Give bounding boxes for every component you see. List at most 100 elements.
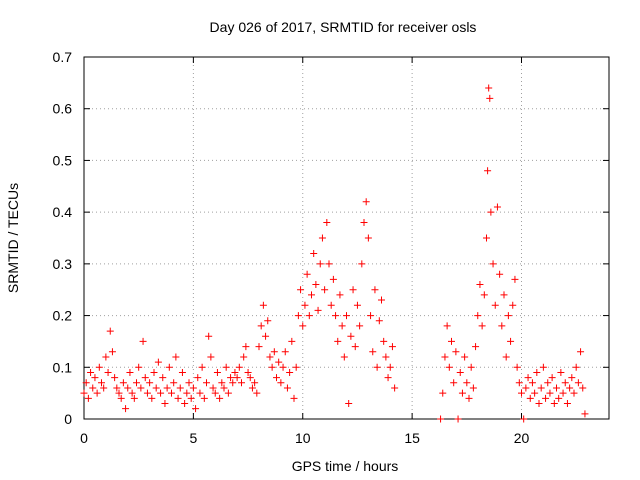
data-point [456,368,464,376]
data-point [218,379,226,387]
data-point [288,337,296,345]
data-point [472,343,480,351]
data-point [102,353,110,361]
data-point [358,260,366,268]
data-point [388,343,396,351]
data-point [465,394,473,402]
y-tick-label: 0.1 [53,359,73,375]
data-point [187,394,195,402]
data-point [150,368,158,376]
data-point [513,363,521,371]
data-point [154,358,162,366]
data-point [93,389,101,397]
data-point [95,363,103,371]
data-point [163,384,171,392]
data-point [364,234,372,242]
y-tick-label: 0 [64,411,72,427]
data-point [100,384,108,392]
data-point [458,389,466,397]
y-tick-label: 0.3 [53,256,73,272]
data-point [480,291,488,299]
data-point [518,389,525,397]
data-point [152,384,160,392]
data-point [356,322,364,330]
data-point [550,399,558,407]
data-point [305,312,313,320]
data-point [561,379,569,387]
data-point [437,415,445,423]
data-point [474,312,482,320]
y-axis-title: SRMTID / TECUs [5,183,21,293]
data-point [157,389,165,397]
x-tick-label: 20 [514,430,530,446]
data-point [161,399,169,407]
data-point [524,374,532,382]
y-tick-label: 0.5 [53,152,73,168]
data-point [535,399,543,407]
data-point [172,353,180,361]
data-point [126,368,134,376]
data-point [181,399,189,407]
data-point [246,374,254,382]
data-point [270,348,278,356]
data-point [224,389,232,397]
data-point [347,332,355,340]
data-point [500,291,508,299]
data-point [213,368,221,376]
data-point [259,301,267,309]
data-point [443,322,451,330]
data-point [292,363,300,371]
data-point [235,363,243,371]
data-point [189,384,197,392]
data-point [334,337,342,345]
data-point [203,379,210,387]
data-point [257,322,265,330]
data-point [84,394,92,402]
data-point [251,379,259,387]
data-point [176,384,184,392]
data-point [301,301,309,309]
data-point [178,368,186,376]
data-point [227,374,235,382]
data-point [141,374,149,382]
data-point [382,353,390,361]
data-point [546,389,554,397]
data-point [570,389,578,397]
data-point [128,389,136,397]
grid [84,57,609,419]
data-point [229,379,237,387]
data-point [87,368,95,376]
y-tick-label: 0.4 [53,204,73,220]
data-point [170,379,178,387]
data-point [572,363,580,371]
data-point [283,384,291,392]
data-point [351,343,359,351]
data-point [384,374,392,382]
data-point [445,363,453,371]
data-point [439,389,447,397]
data-point [207,353,215,361]
data-point [327,301,335,309]
axis-ticks [83,56,609,420]
y-tick-labels: 0 0.1 0.2 0.3 0.4 0.5 0.6 0.7 [53,49,73,427]
data-point [489,260,497,268]
data-point [362,198,370,206]
data-point [286,368,294,376]
data-point [483,234,490,242]
data-point [476,281,484,289]
data-point [308,291,315,299]
data-point [504,312,512,320]
data-point [539,363,547,371]
data-point [343,312,350,320]
data-point [553,384,560,392]
data-point [340,353,348,361]
data-point [555,394,563,402]
y-tick-label: 0.6 [53,101,73,117]
data-point [273,374,280,382]
data-point [323,218,331,226]
data-point [391,384,399,392]
x-tick-label: 0 [80,430,88,446]
data-point [196,389,204,397]
data-point [165,363,173,371]
x-tick-label: 10 [295,430,311,446]
